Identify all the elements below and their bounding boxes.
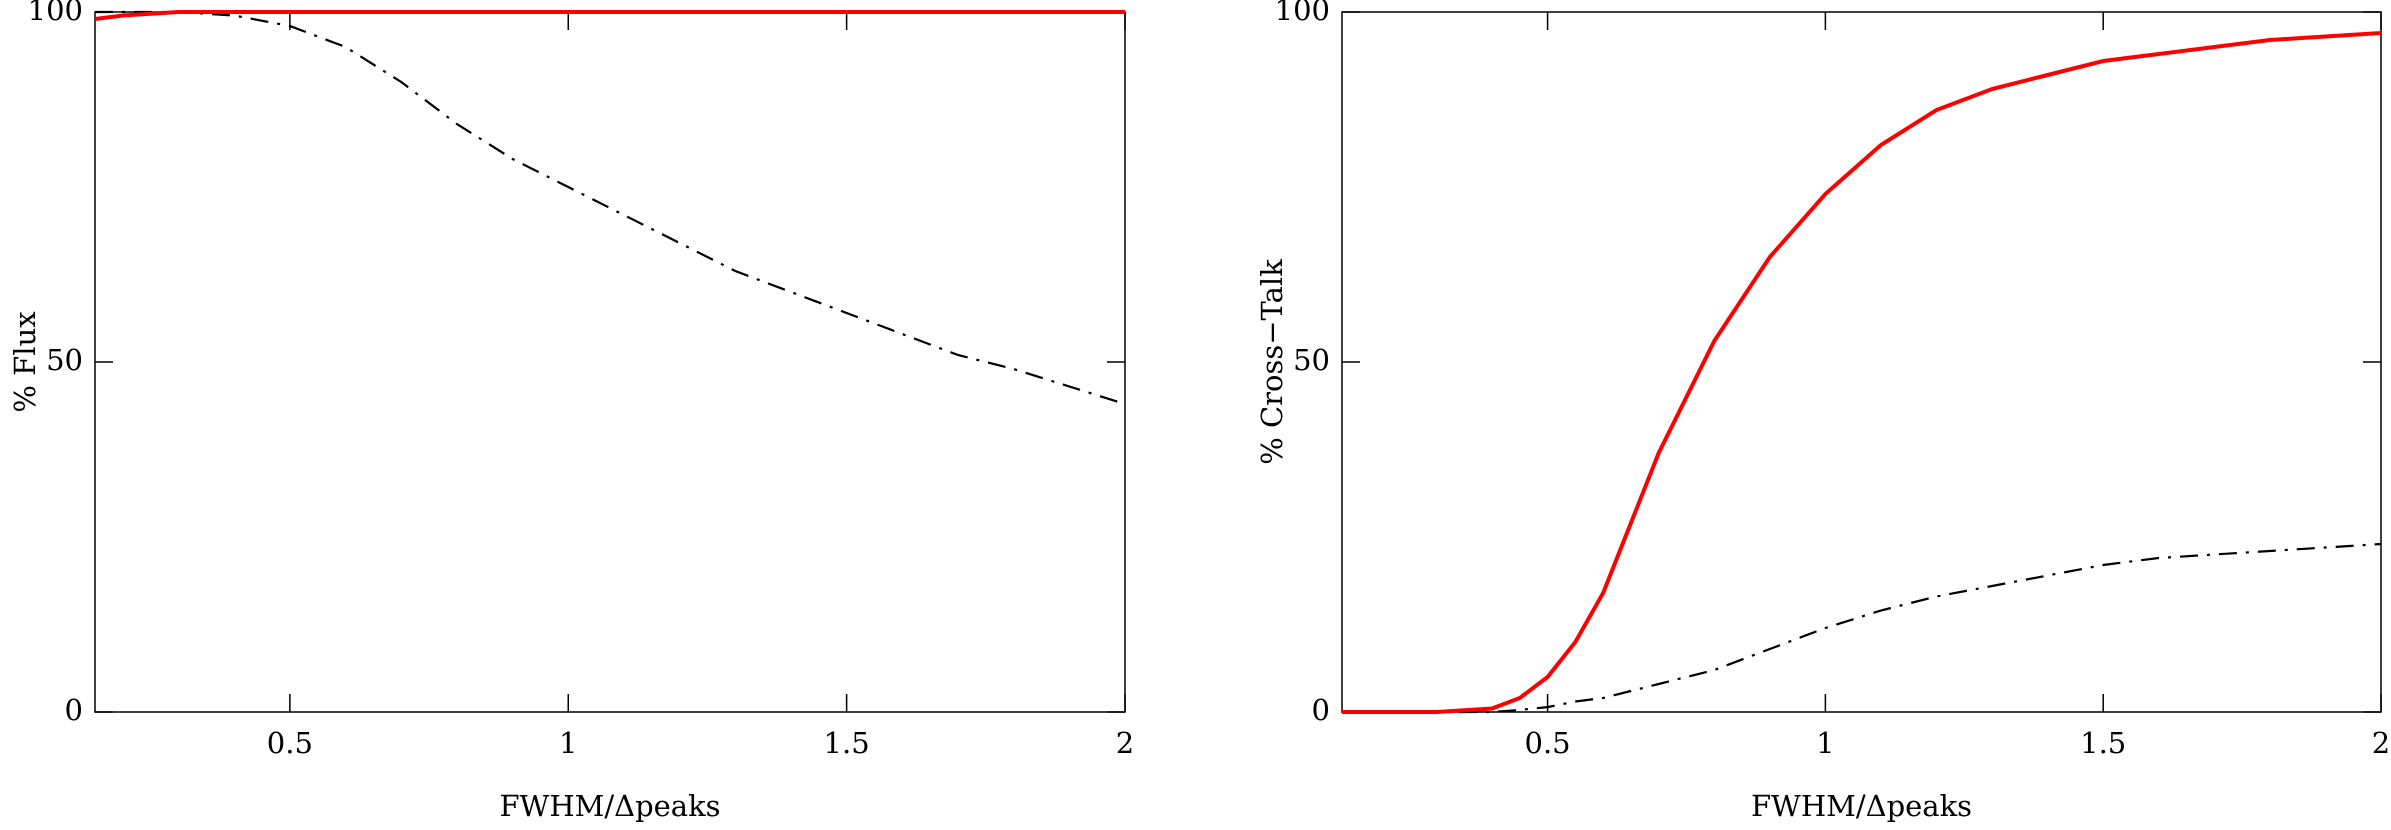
y-tick-label: 0	[1312, 693, 1330, 727]
x-axis-label: FWHM/Δpeaks	[499, 789, 720, 823]
x-tick-label: 2	[1116, 726, 1134, 760]
plot-frame	[94, 11, 1126, 713]
x-tick-label: 1.5	[824, 726, 870, 760]
data-line	[95, 10, 1126, 406]
y-tick-label: 100	[1275, 0, 1330, 27]
y-tick-label: 50	[46, 343, 83, 377]
data-line	[1342, 542, 2382, 714]
plot-frame	[1341, 11, 2382, 713]
y-axis-label: % Cross−Talk	[1255, 259, 1289, 465]
x-tick-label: 1	[1816, 726, 1834, 760]
x-tick-label: 2	[2372, 726, 2390, 760]
y-axis-label: % Flux	[8, 311, 42, 412]
x-tick-label: 0.5	[1525, 726, 1571, 760]
data-line	[94, 10, 1125, 21]
x-tick-label: 1	[559, 726, 577, 760]
x-tick-label: 1.5	[2080, 726, 2126, 760]
y-tick-label: 100	[28, 0, 83, 27]
x-tick-label: 0.5	[267, 726, 313, 760]
data-line	[1342, 31, 2382, 714]
y-tick-label: 50	[1293, 343, 1330, 377]
x-axis-label: FWHM/Δpeaks	[1751, 789, 1972, 823]
y-tick-label: 0	[65, 693, 83, 727]
